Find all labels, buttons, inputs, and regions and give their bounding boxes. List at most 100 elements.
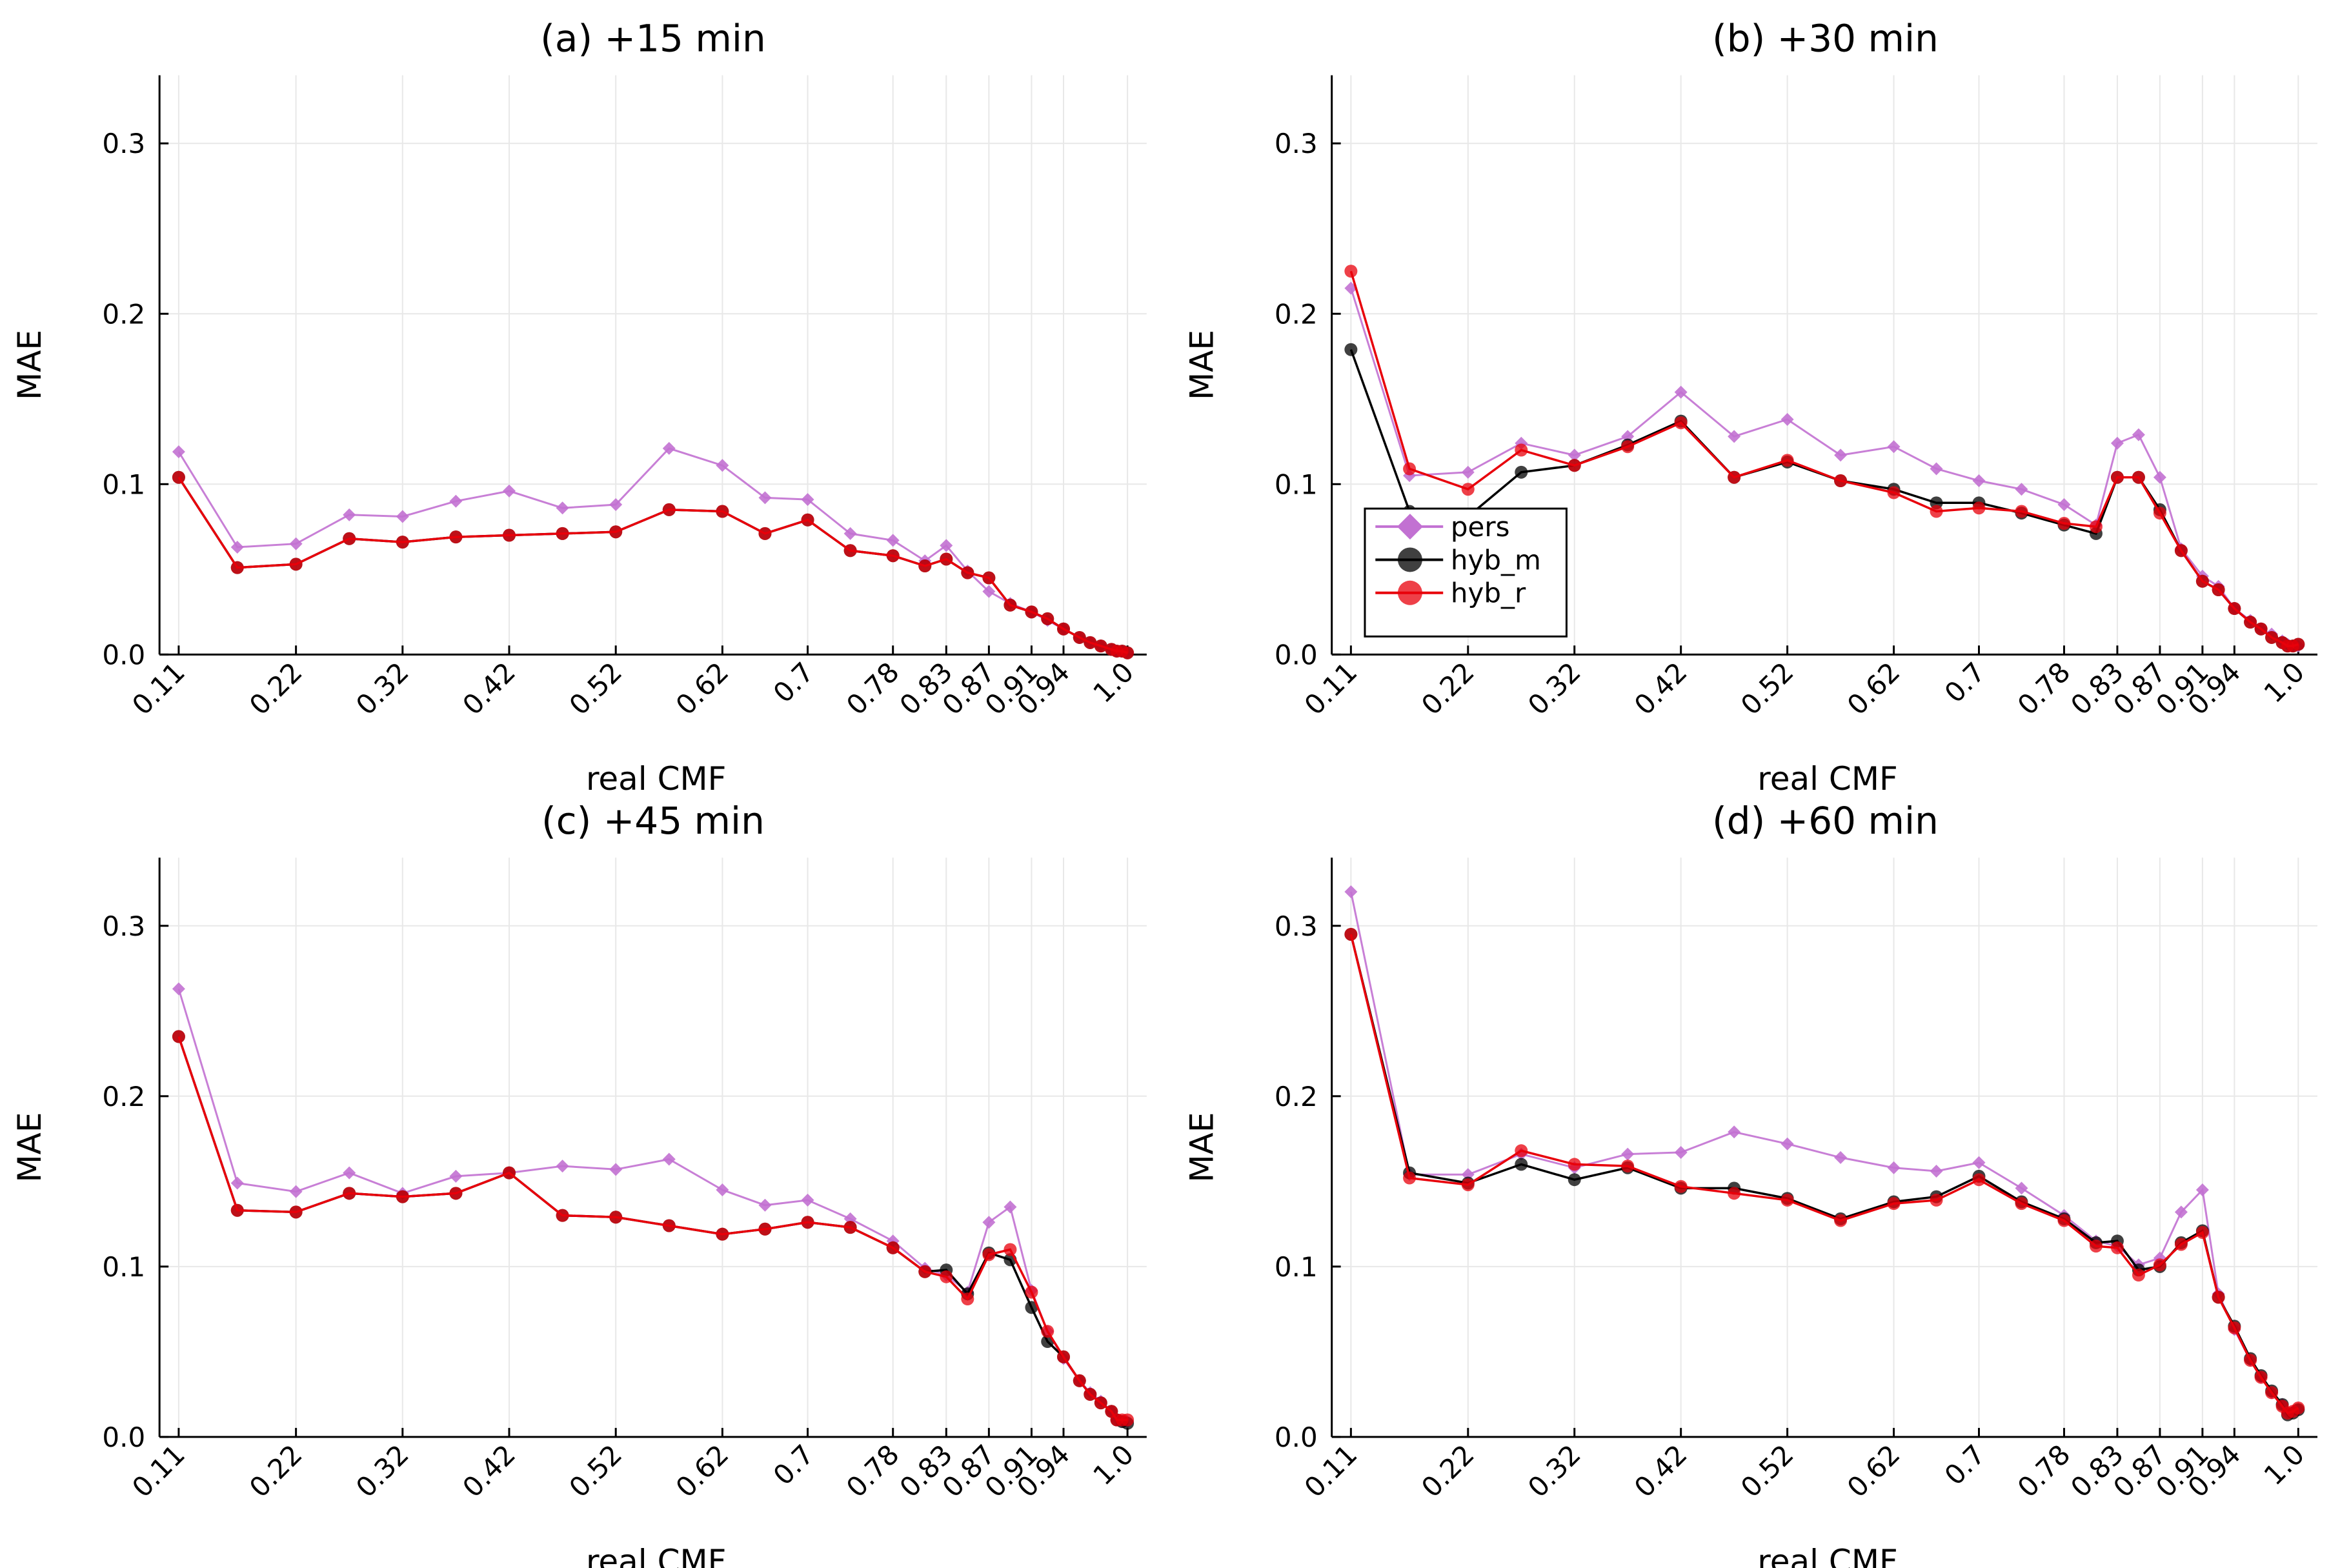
data-point (1094, 639, 1107, 653)
data-point (662, 441, 676, 455)
data-point (2195, 1183, 2209, 1197)
data-point (503, 484, 516, 498)
data-point (449, 494, 463, 508)
x-tick-label: 0.7 (1939, 656, 1992, 709)
data-point (1887, 440, 1901, 454)
data-point (1972, 501, 1986, 515)
data-point (1568, 459, 1581, 472)
x-tick-label: 0.42 (456, 656, 521, 721)
data-point (1728, 1187, 1741, 1200)
x-tick-label: 0.22 (1415, 1438, 1480, 1503)
data-point (1887, 486, 1901, 499)
x-tick-label: 0.52 (1735, 1438, 1800, 1503)
x-tick-label: 0.62 (670, 656, 735, 721)
data-point (982, 1248, 996, 1261)
data-point (1780, 412, 1794, 426)
y-tick-label: 0.2 (1275, 1081, 1318, 1112)
data-point (2132, 470, 2145, 484)
data-point (2057, 1214, 2071, 1227)
y-tick-label: 0.0 (1275, 1422, 1318, 1453)
x-tick-label: 0.7 (1939, 1438, 1992, 1491)
data-point (1728, 470, 1741, 484)
data-point (289, 1205, 303, 1219)
series-hyb-m (172, 1030, 1135, 1430)
data-point (1084, 636, 1097, 649)
series-line (177, 1036, 1128, 1425)
data-point (2057, 498, 2071, 511)
x-tick-label: 0.52 (563, 656, 628, 721)
data-point (716, 1227, 729, 1241)
data-point (982, 571, 996, 585)
data-point (2195, 574, 2209, 588)
data-point (1344, 343, 1358, 356)
y-axis-label: MAE (11, 1112, 48, 1183)
y-tick-label: 0.2 (102, 298, 145, 330)
x-tick-label: 0.62 (1841, 656, 1906, 721)
x-tick-label: 0.42 (456, 1438, 521, 1503)
data-point (1674, 385, 1688, 399)
data-point (1041, 1325, 1054, 1338)
x-tick-label: 0.32 (350, 656, 415, 721)
data-point (886, 549, 900, 563)
x-tick-label: 0.22 (243, 1438, 308, 1503)
x-tick-label: 0.7 (767, 656, 820, 709)
series-hyb-m (172, 470, 1135, 659)
data-point (2228, 602, 2241, 616)
data-point (289, 558, 303, 571)
data-point (396, 1190, 409, 1203)
data-point (940, 1270, 953, 1283)
data-point (1930, 462, 1943, 476)
x-tick-label: 0.78 (840, 656, 905, 721)
series-hyb-r (1344, 265, 2305, 653)
panel-title: (a) +15 min (540, 16, 765, 60)
data-point (2015, 1181, 2028, 1195)
data-point (1344, 265, 1358, 278)
x-tick-label: 0.22 (1415, 656, 1480, 721)
data-point (2110, 470, 2124, 484)
series-line (1349, 891, 2299, 1414)
data-point (1834, 1214, 1848, 1227)
data-point (2254, 1371, 2268, 1384)
data-point (1025, 605, 1038, 619)
panel-title: (b) +30 min (1712, 16, 1939, 60)
x-tick-label: 0.22 (243, 656, 308, 721)
series-line (177, 476, 1128, 654)
data-point (2132, 1269, 2145, 1282)
y-tick-label: 0.1 (102, 468, 145, 500)
data-point (1568, 1158, 1581, 1171)
legend-marker (1397, 514, 1423, 540)
data-point (1728, 1125, 1741, 1139)
data-point (609, 498, 623, 511)
data-point (1004, 1200, 1017, 1214)
data-point (1930, 1193, 1943, 1207)
data-point (343, 508, 356, 521)
data-point (843, 544, 857, 558)
series-line (177, 1036, 1128, 1422)
x-tick-label: 0.78 (2012, 1438, 2077, 1503)
data-point (982, 585, 996, 598)
series-hyb-r (172, 1030, 1135, 1427)
data-point (2292, 638, 2305, 651)
data-point (1041, 612, 1054, 625)
data-point (886, 534, 900, 547)
data-point (1515, 465, 1528, 479)
x-axis-label: real CMF (1757, 760, 1897, 798)
data-point (230, 1203, 244, 1217)
data-point (2244, 616, 2257, 629)
series-pers (1344, 885, 2305, 1420)
data-point (230, 1176, 244, 1190)
data-point (2110, 436, 2124, 450)
data-point (1621, 440, 1635, 454)
data-point (503, 1166, 516, 1180)
data-point (556, 527, 569, 540)
y-tick-label: 0.3 (102, 910, 145, 942)
legend-label: pers (1451, 511, 1510, 543)
x-tick-label: 0.52 (1735, 656, 1800, 721)
y-tick-label: 0.2 (1275, 298, 1318, 330)
data-point (289, 1185, 303, 1198)
data-point (1057, 622, 1071, 636)
x-tick-label: 1.0 (1087, 656, 1140, 709)
